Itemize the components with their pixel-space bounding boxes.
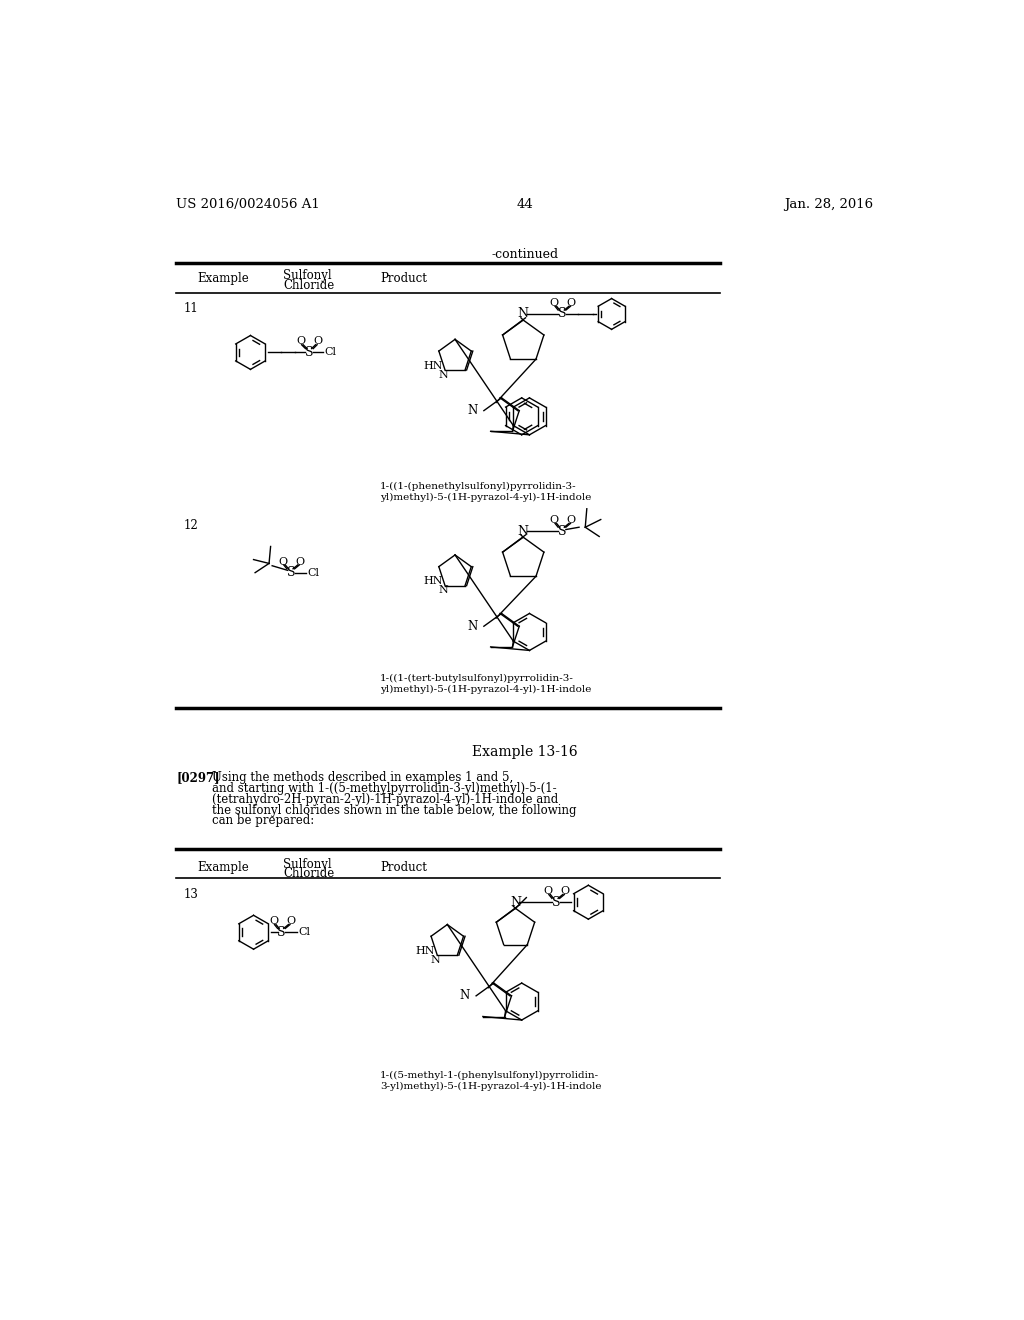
Text: N: N	[518, 524, 528, 537]
Text: (tetrahydro-2H-pyran-2-yl)-1H-pyrazol-4-yl)-1H-indole and: (tetrahydro-2H-pyran-2-yl)-1H-pyrazol-4-…	[212, 793, 558, 807]
Text: O: O	[550, 515, 559, 525]
Text: Cl: Cl	[299, 927, 310, 937]
Text: Sulfonyl: Sulfonyl	[283, 269, 332, 282]
Text: Cl: Cl	[325, 347, 337, 358]
Text: O: O	[566, 515, 575, 525]
Text: Sulfonyl: Sulfonyl	[283, 858, 332, 871]
Text: 3-yl)methyl)-5-(1H-pyrazol-4-yl)-1H-indole: 3-yl)methyl)-5-(1H-pyrazol-4-yl)-1H-indo…	[380, 1081, 601, 1090]
Text: O: O	[286, 916, 295, 927]
Text: 11: 11	[183, 302, 199, 315]
Text: 13: 13	[183, 887, 199, 900]
Text: N: N	[431, 954, 440, 965]
Text: and starting with 1-((5-methylpyrrolidin-3-yl)methyl)-5-(1-: and starting with 1-((5-methylpyrrolidin…	[212, 781, 556, 795]
Text: N: N	[518, 308, 528, 321]
Text: -continued: -continued	[492, 248, 558, 261]
Text: O: O	[566, 298, 575, 308]
Text: S: S	[278, 925, 286, 939]
Text: HN: HN	[416, 945, 435, 956]
Text: 12: 12	[183, 519, 199, 532]
Text: 1-((5-methyl-1-(phenylsulfonyl)pyrrolidin-: 1-((5-methyl-1-(phenylsulfonyl)pyrrolidi…	[380, 1071, 599, 1080]
Text: Example: Example	[198, 861, 250, 874]
Text: S: S	[287, 566, 295, 579]
Text: N: N	[460, 989, 470, 1002]
Text: Product: Product	[380, 272, 427, 285]
Text: S: S	[558, 308, 566, 321]
Text: Chloride: Chloride	[283, 867, 334, 880]
Text: Product: Product	[380, 861, 427, 874]
Text: O: O	[560, 887, 569, 896]
Text: US 2016/0024056 A1: US 2016/0024056 A1	[176, 198, 319, 211]
Text: yl)methyl)-5-(1H-pyrazol-4-yl)-1H-indole: yl)methyl)-5-(1H-pyrazol-4-yl)-1H-indole	[380, 685, 591, 694]
Text: N: N	[438, 585, 449, 595]
Text: O: O	[313, 335, 323, 346]
Text: N: N	[510, 896, 521, 908]
Text: O: O	[296, 557, 304, 566]
Text: Example: Example	[198, 272, 250, 285]
Text: 1-((1-(tert-butylsulfonyl)pyrrolidin-3-: 1-((1-(tert-butylsulfonyl)pyrrolidin-3-	[380, 675, 573, 684]
Text: Example 13-16: Example 13-16	[472, 744, 578, 759]
Text: O: O	[269, 916, 279, 927]
Text: Jan. 28, 2016: Jan. 28, 2016	[784, 198, 873, 211]
Text: N: N	[467, 404, 477, 417]
Text: [0297]: [0297]	[176, 771, 220, 784]
Text: Chloride: Chloride	[283, 279, 334, 292]
Text: O: O	[279, 557, 288, 566]
Text: Cl: Cl	[308, 568, 319, 578]
Text: S: S	[552, 896, 560, 908]
Text: O: O	[296, 335, 305, 346]
Text: can be prepared:: can be prepared:	[212, 814, 314, 828]
Text: Using the methods described in examples 1 and 5,: Using the methods described in examples …	[212, 771, 513, 784]
Text: HN: HN	[424, 360, 443, 371]
Text: O: O	[544, 887, 553, 896]
Text: N: N	[438, 370, 449, 380]
Text: N: N	[467, 619, 477, 632]
Text: O: O	[550, 298, 559, 308]
Text: S: S	[305, 346, 313, 359]
Text: yl)methyl)-5-(1H-pyrazol-4-yl)-1H-indole: yl)methyl)-5-(1H-pyrazol-4-yl)-1H-indole	[380, 492, 591, 502]
Text: 1-((1-(phenethylsulfonyl)pyrrolidin-3-: 1-((1-(phenethylsulfonyl)pyrrolidin-3-	[380, 482, 577, 491]
Text: S: S	[558, 524, 566, 537]
Text: 44: 44	[516, 198, 534, 211]
Text: the sulfonyl chlorides shown in the table below, the following: the sulfonyl chlorides shown in the tabl…	[212, 804, 577, 817]
Text: HN: HN	[424, 576, 443, 586]
